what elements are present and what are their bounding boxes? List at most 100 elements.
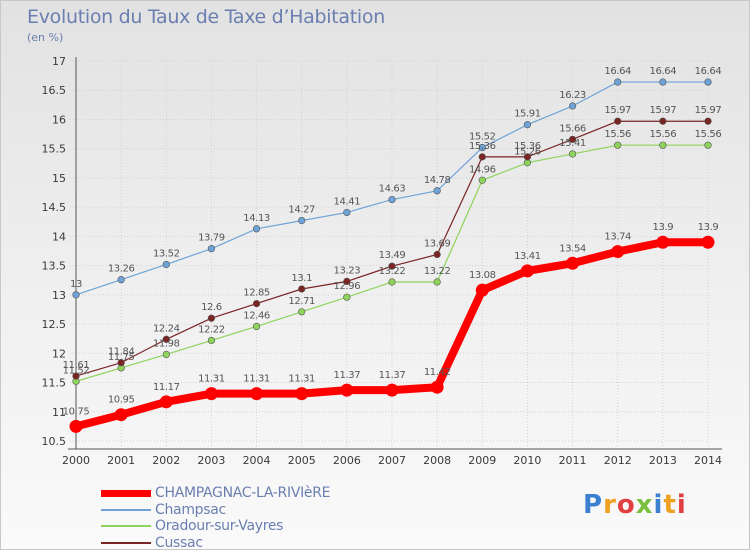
data-point[interactable]: [207, 314, 216, 322]
data-point[interactable]: [704, 117, 712, 125]
data-label: 13.26: [108, 264, 135, 275]
data-label: 13.74: [604, 232, 631, 243]
data-point[interactable]: [478, 176, 486, 184]
data-point[interactable]: [250, 387, 264, 401]
x-tick-label: 2002: [152, 454, 180, 467]
data-point[interactable]: [162, 335, 170, 343]
data-point[interactable]: [72, 291, 80, 299]
data-point[interactable]: [295, 387, 309, 401]
data-label: 11.37: [379, 370, 406, 381]
data-point[interactable]: [298, 217, 306, 225]
data-point[interactable]: [475, 283, 489, 297]
data-point[interactable]: [659, 117, 667, 125]
data-point[interactable]: [614, 141, 622, 149]
logo-letter: i: [676, 490, 687, 520]
data-point[interactable]: [298, 285, 306, 293]
data-point[interactable]: [614, 117, 622, 125]
data-point[interactable]: [614, 78, 622, 86]
data-point[interactable]: [162, 260, 170, 269]
data-label: 15.36: [469, 141, 496, 152]
data-point[interactable]: [252, 225, 261, 233]
x-tick-label: 2014: [694, 454, 722, 467]
data-label: 15.36: [514, 141, 541, 152]
x-tick-label: 2007: [378, 454, 406, 467]
x-tick-label: 2013: [649, 454, 677, 467]
data-point[interactable]: [252, 300, 261, 308]
y-tick-label: 16: [52, 113, 66, 126]
data-point[interactable]: [117, 359, 125, 367]
data-point[interactable]: [388, 195, 396, 204]
data-point[interactable]: [523, 153, 532, 161]
data-label: 12.71: [288, 296, 315, 307]
data-label: 11.84: [108, 347, 135, 358]
data-point[interactable]: [478, 153, 486, 161]
data-label: 15.97: [604, 105, 631, 116]
data-point[interactable]: [207, 245, 216, 253]
data-label: 13.41: [514, 251, 541, 262]
data-point[interactable]: [704, 141, 712, 149]
x-tick-label: 2012: [604, 454, 632, 467]
axes: 10.51111.51212.51313.51414.51515.51616.5…: [42, 55, 722, 467]
data-label: 14.96: [469, 164, 496, 175]
data-point[interactable]: [114, 408, 128, 422]
y-tick-label: 14.5: [42, 201, 67, 214]
data-label: 13.79: [198, 233, 225, 244]
data-point[interactable]: [478, 143, 486, 152]
x-tick-label: 2011: [559, 454, 587, 467]
data-point[interactable]: [204, 387, 218, 401]
y-tick-label: 10.5: [42, 435, 67, 448]
data-labels: 13 13.26 13.52 13.79 14.13 14.27 14.41 14.63 14.…: [63, 66, 722, 417]
data-point[interactable]: [69, 419, 83, 433]
y-tick-label: 15.5: [42, 143, 67, 156]
data-point[interactable]: [162, 350, 170, 359]
data-point[interactable]: [568, 150, 577, 158]
data-point[interactable]: [343, 208, 351, 217]
data-label: 15.26: [514, 147, 541, 158]
data-label: 12.24: [153, 323, 180, 334]
series-1: [72, 78, 712, 299]
data-point[interactable]: [159, 395, 173, 409]
data-point[interactable]: [207, 336, 216, 345]
data-point[interactable]: [659, 141, 667, 149]
data-point[interactable]: [704, 78, 712, 86]
data-point[interactable]: [611, 245, 625, 259]
data-point[interactable]: [568, 135, 577, 143]
data-label: 11.98: [153, 338, 180, 349]
data-point[interactable]: [117, 276, 125, 284]
data-point[interactable]: [388, 262, 396, 270]
data-label: 11.52: [63, 365, 90, 376]
data-label: 13.9: [653, 222, 674, 233]
x-tick-label: 2000: [62, 454, 90, 467]
data-point[interactable]: [523, 121, 532, 129]
data-point[interactable]: [72, 372, 80, 380]
logo-letter: t: [663, 490, 677, 520]
y-tick-label: 11.5: [42, 377, 67, 390]
data-point[interactable]: [566, 256, 580, 270]
data-label: 15.66: [559, 123, 586, 134]
data-point[interactable]: [340, 383, 354, 397]
data-label: 13.54: [559, 243, 586, 254]
x-tick-label: 2006: [333, 454, 361, 467]
data-point[interactable]: [433, 187, 441, 195]
y-tick-label: 17: [52, 55, 66, 68]
data-point[interactable]: [568, 102, 577, 110]
legend-swatch: [101, 541, 151, 544]
data-point[interactable]: [343, 293, 351, 301]
data-point[interactable]: [343, 277, 351, 286]
data-point[interactable]: [659, 78, 667, 86]
data-point[interactable]: [433, 278, 441, 286]
data-point[interactable]: [388, 278, 396, 286]
legend-swatch: [101, 525, 151, 527]
data-point[interactable]: [385, 383, 399, 397]
data-point[interactable]: [701, 235, 715, 249]
legend-label: Cussac: [155, 534, 203, 551]
data-point[interactable]: [433, 250, 441, 259]
data-point[interactable]: [298, 308, 306, 316]
data-point[interactable]: [252, 322, 261, 331]
data-point[interactable]: [430, 380, 444, 394]
data-point[interactable]: [520, 264, 534, 278]
data-label: 11.31: [198, 374, 225, 385]
data-label: 11.37: [334, 370, 361, 381]
data-point[interactable]: [656, 235, 670, 249]
logo-letter: x: [635, 490, 654, 520]
